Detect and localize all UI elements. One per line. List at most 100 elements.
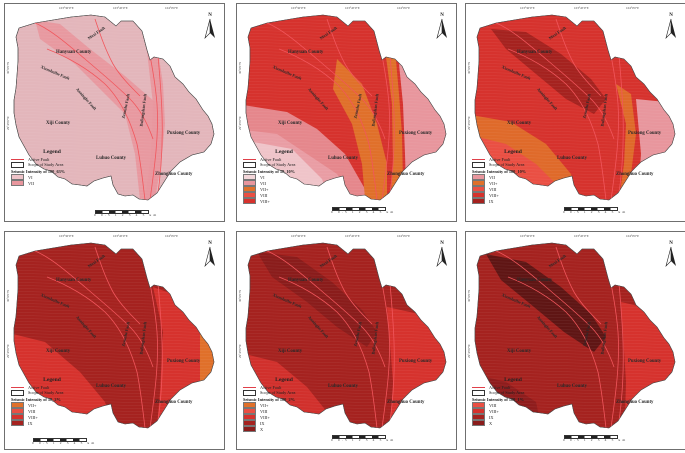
terrain-hatch bbox=[246, 110, 446, 118]
terrain-hatch bbox=[14, 329, 214, 337]
intensity-zone bbox=[200, 327, 214, 382]
terrain-hatch bbox=[14, 140, 214, 148]
terrain-hatch bbox=[14, 15, 214, 22]
legend-intensity-items: VII+ VIII VIII+ IX bbox=[11, 402, 93, 427]
legend-fault-label: Active Fault bbox=[28, 384, 50, 390]
legend-fault-row: Active Fault bbox=[243, 157, 325, 163]
legend-intensity-row: IX bbox=[243, 420, 325, 427]
legend-fault-label: Active Fault bbox=[260, 156, 282, 162]
terrain-hatch bbox=[246, 347, 446, 355]
terrain-hatch bbox=[14, 374, 214, 382]
intensity-color-swatch bbox=[243, 186, 256, 193]
active-fault-line bbox=[278, 48, 378, 200]
intensity-label: VIII+ bbox=[28, 414, 38, 420]
active-fault-line bbox=[32, 249, 154, 368]
legend-intensity-row: X bbox=[472, 420, 554, 427]
terrain-hatch bbox=[475, 113, 675, 121]
active-fault-line bbox=[32, 21, 154, 140]
terrain-hatch bbox=[5, 429, 224, 435]
intensity-color-swatch bbox=[472, 198, 485, 205]
terrain-hatch bbox=[475, 143, 675, 151]
map-panel-5: 103°30'0"E 103°45'0"E 104°0'0"E 30°0'0"N… bbox=[236, 231, 457, 450]
terrain-hatch bbox=[14, 188, 214, 196]
terrain-hatch bbox=[246, 362, 446, 370]
terrain-hatch bbox=[14, 320, 214, 328]
lat-label-1: 30°0'0"N bbox=[6, 62, 10, 74]
terrain-hatch bbox=[246, 116, 446, 124]
terrain-hatch bbox=[246, 353, 446, 361]
legend-scope-row: Scope of Study Area bbox=[472, 390, 554, 396]
terrain-hatch bbox=[475, 374, 675, 382]
terrain-hatch bbox=[246, 371, 446, 379]
intensity-label: VIII+ bbox=[260, 414, 270, 420]
intensity-color-swatch bbox=[11, 174, 24, 181]
lon-label-3: 104°0'0"E bbox=[165, 234, 179, 238]
legend-intensity-row: VIII+ bbox=[243, 198, 325, 205]
intensity-label: VII bbox=[28, 180, 34, 186]
terrain-hatch bbox=[14, 326, 214, 334]
terrain-hatch bbox=[14, 92, 214, 100]
lon-label-2: 103°45'0"E bbox=[345, 6, 360, 10]
terrain-hatch bbox=[14, 125, 214, 133]
scale-bar-graphic bbox=[332, 435, 386, 439]
scope-swatch bbox=[11, 390, 24, 396]
terrain-hatch bbox=[475, 107, 675, 115]
legend-intensity-items: VIII VIII+ IX X bbox=[472, 402, 554, 427]
terrain-hatch bbox=[14, 15, 214, 19]
intensity-label: IX bbox=[489, 414, 494, 420]
terrain-hatch bbox=[14, 113, 214, 121]
intensity-color-swatch bbox=[243, 408, 256, 415]
terrain-hatch bbox=[14, 134, 214, 142]
terrain-hatch bbox=[14, 149, 214, 157]
terrain-hatch bbox=[14, 107, 214, 115]
legend-intensity-row: IX bbox=[472, 198, 554, 205]
active-fault-line bbox=[326, 246, 373, 325]
intensity-color-swatch bbox=[472, 402, 485, 409]
lon-label-2: 103°45'0"E bbox=[113, 234, 128, 238]
intensity-color-swatch bbox=[243, 180, 256, 187]
terrain-hatch bbox=[14, 323, 214, 331]
fault-line-swatch bbox=[472, 386, 485, 388]
intensity-color-swatch bbox=[472, 420, 485, 427]
terrain-hatch bbox=[14, 98, 214, 106]
north-label: N bbox=[669, 241, 673, 246]
legend-title: Legend bbox=[43, 377, 61, 383]
terrain-hatch bbox=[246, 374, 446, 382]
lat-label-1: 30°0'0"N bbox=[238, 62, 242, 74]
terrain-hatch bbox=[14, 332, 214, 340]
terrain-hatch bbox=[14, 116, 214, 124]
terrain-hatch bbox=[246, 332, 446, 340]
terrain-hatch bbox=[246, 143, 446, 151]
lon-label-1: 103°30'0"E bbox=[291, 234, 306, 238]
terrain-hatch bbox=[475, 125, 675, 133]
terrain-hatch bbox=[475, 146, 675, 154]
legend-intensity-row: VIII bbox=[243, 192, 325, 199]
map-panel-4: 103°30'0"E 103°45'0"E 104°0'0"E 30°0'0"N… bbox=[4, 231, 225, 450]
terrain-hatch bbox=[475, 98, 675, 106]
active-fault-line bbox=[507, 48, 607, 200]
terrain-hatch bbox=[14, 146, 214, 154]
scale-labels: 0 0.5 1 2 3 4 5 km bbox=[331, 210, 396, 214]
terrain-hatch bbox=[246, 125, 446, 133]
terrain-hatch bbox=[475, 140, 675, 148]
terrain-hatch bbox=[246, 317, 446, 325]
terrain-hatch bbox=[246, 131, 446, 139]
north-label: N bbox=[440, 241, 444, 246]
fault-line-swatch bbox=[11, 158, 24, 160]
scope-swatch bbox=[11, 162, 24, 168]
terrain-hatch bbox=[246, 365, 446, 373]
legend-intensity-row: VIII bbox=[11, 408, 93, 415]
terrain-hatch bbox=[246, 134, 446, 142]
terrain-hatch bbox=[475, 326, 675, 334]
scale-labels: 0 0.5 1 2 3 4 5 km bbox=[32, 441, 97, 445]
legend-title: Legend bbox=[504, 377, 522, 383]
intensity-color-swatch bbox=[472, 186, 485, 193]
legend-intensity-title: Seismic Intensity of 50_2% bbox=[11, 396, 61, 402]
legend-intensity-items: VI VII VII+ VIII VIII+ bbox=[243, 174, 325, 205]
intensity-zone bbox=[486, 254, 606, 352]
intensity-label: VII+ bbox=[260, 186, 269, 192]
intensity-label: VII+ bbox=[489, 180, 498, 186]
label-puxiong-county: Puxiong County bbox=[167, 359, 201, 364]
terrain-hatch bbox=[246, 104, 446, 112]
scale-bar-graphic bbox=[33, 438, 87, 442]
